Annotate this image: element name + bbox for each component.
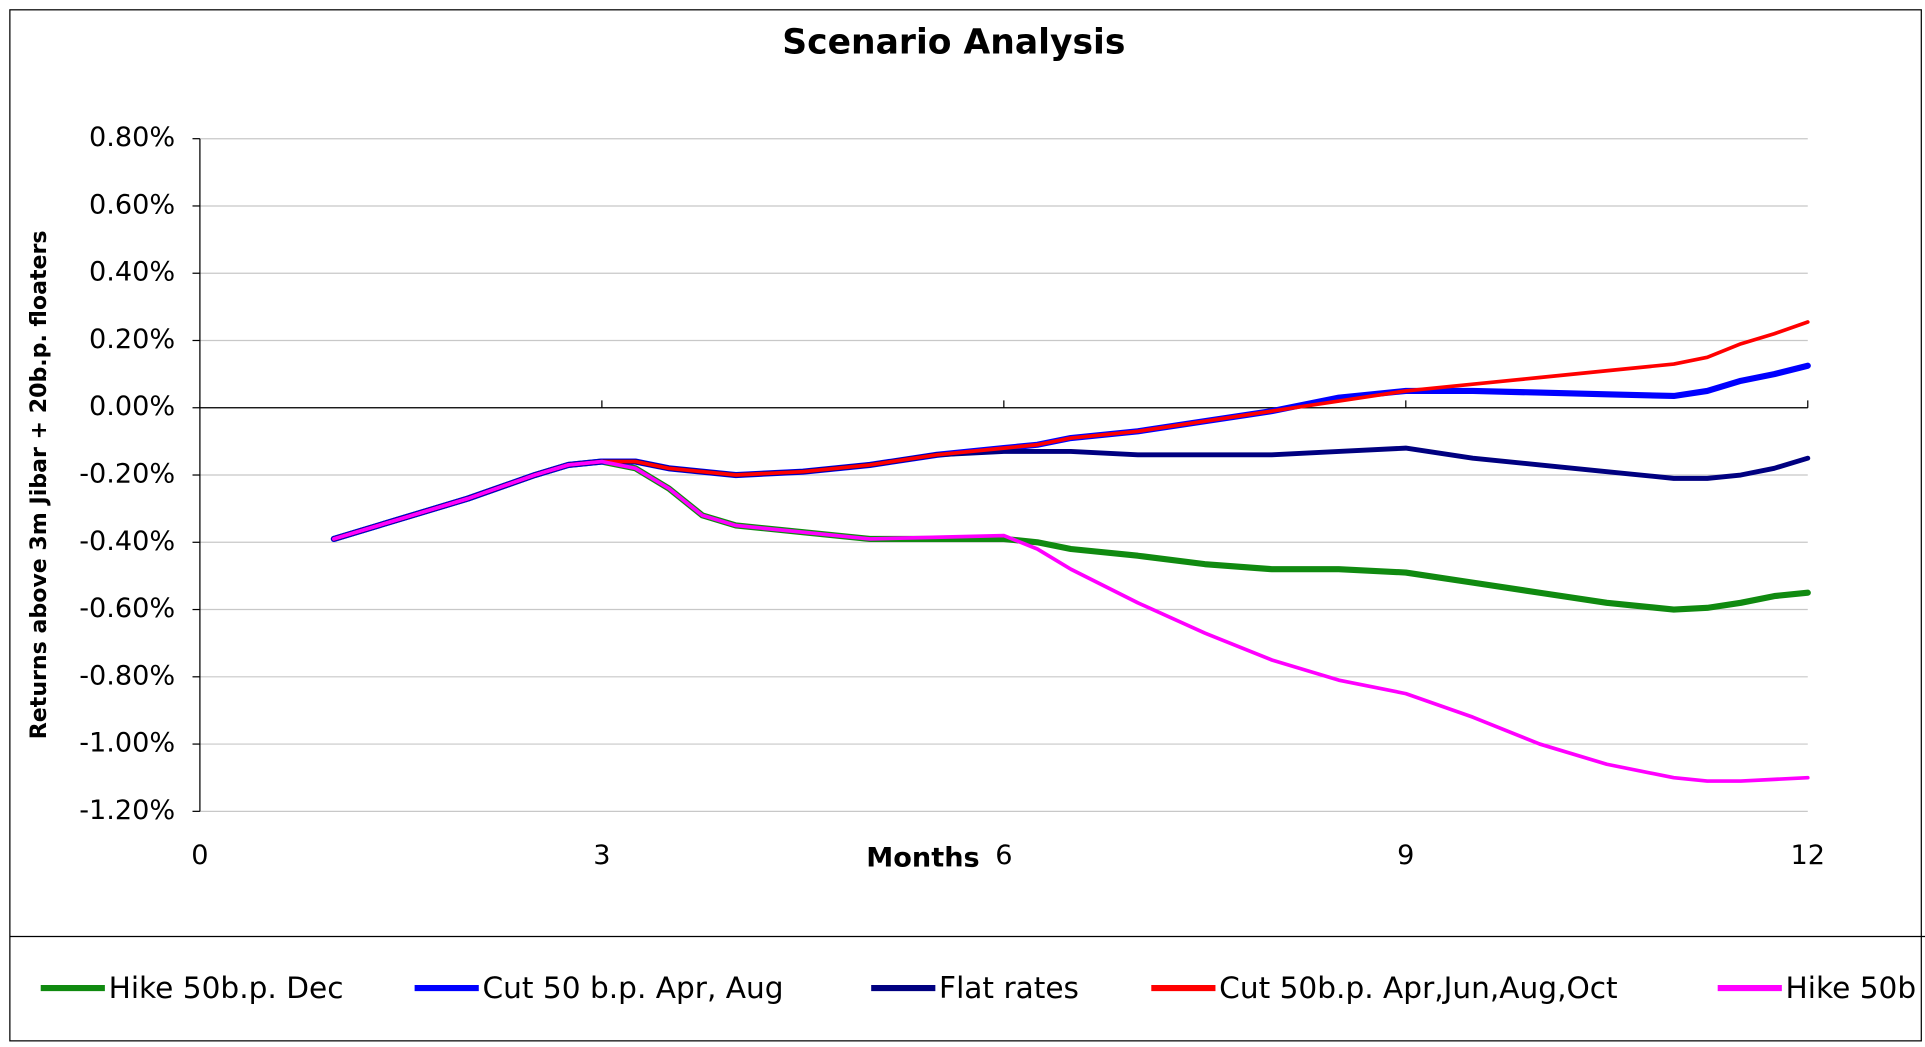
y-tick-label: -1.20% (79, 795, 175, 826)
y-axis-label: Returns above 3m Jibar + 20b.p. floaters (26, 230, 52, 739)
chart-title: Scenario Analysis (782, 23, 1125, 63)
y-tick-label: 0.20% (89, 324, 175, 355)
chart-border (9, 9, 1922, 1042)
y-tick-label: -0.40% (79, 526, 175, 557)
x-tick-label: 6 (995, 840, 1012, 871)
y-tick-label: 0.80% (89, 122, 175, 153)
y-tick-label: -0.80% (79, 660, 175, 691)
legend-label: Cut 50b.p. Apr,Jun,Aug,Oct (1219, 971, 1618, 1005)
x-axis-label: Months (866, 843, 979, 874)
y-tick-label: 0.00% (89, 391, 175, 422)
y-tick-label: -0.60% (79, 593, 175, 624)
y-tick-label: 0.60% (89, 190, 175, 221)
legend-label: Flat rates (939, 971, 1079, 1005)
x-tick-label: 12 (1791, 840, 1826, 871)
x-tick-label: 3 (593, 840, 610, 871)
legend-label: Hike 50b (1786, 971, 1917, 1005)
y-tick-label: 0.40% (89, 257, 175, 288)
legend-label: Cut 50 b.p. Apr, Aug (482, 971, 783, 1005)
x-tick-label: 9 (1397, 840, 1414, 871)
series-line (332, 459, 1810, 783)
y-tick-label: -1.00% (79, 728, 175, 759)
legend-label: Hike 50b.p. Dec (109, 971, 344, 1005)
x-tick-label: 0 (191, 840, 208, 871)
y-tick-label: -0.20% (79, 459, 175, 490)
